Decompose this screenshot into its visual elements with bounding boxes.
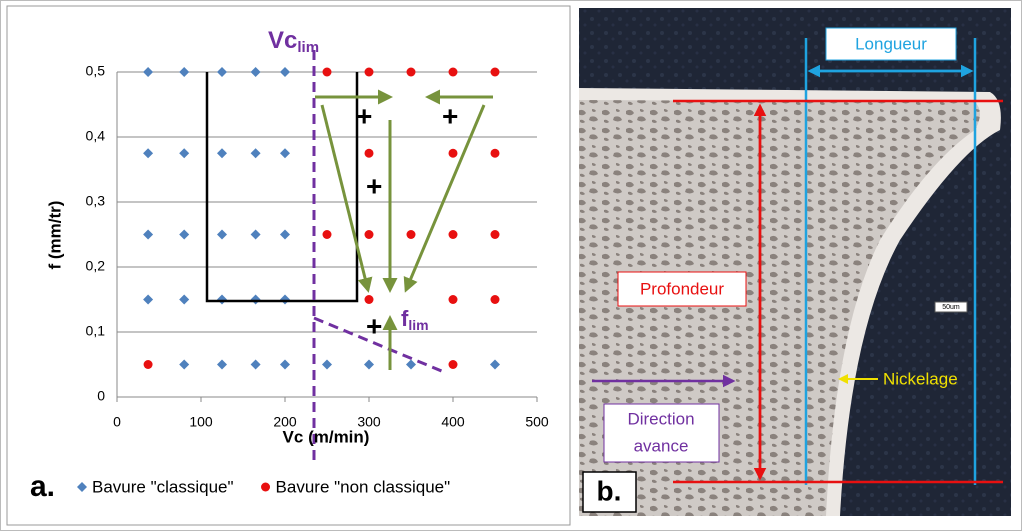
f-lim-main: f xyxy=(401,306,409,331)
circle-point xyxy=(322,67,332,77)
nickelage-label: Nickelage xyxy=(883,369,958,388)
diamond-point xyxy=(143,67,154,77)
circle-point xyxy=(490,148,500,158)
legend-label: Bavure "non classique" xyxy=(276,477,451,496)
circle-point xyxy=(406,230,416,239)
diamond-point xyxy=(179,229,190,240)
circle-point xyxy=(406,67,416,77)
diamond-point xyxy=(250,148,261,159)
panel-a-label: a. xyxy=(30,470,55,503)
vc-lim-main: Vc xyxy=(268,27,297,54)
circle-point xyxy=(490,67,500,77)
vc-lim-label: Vclim xyxy=(268,27,319,56)
y-tick-label: 0,3 xyxy=(86,193,106,209)
circle-point xyxy=(322,230,332,239)
panel-b xyxy=(579,8,1011,516)
profondeur-label: Profondeur xyxy=(640,279,724,298)
y-axis-label: f (mm/tr) xyxy=(45,201,64,270)
circle-point xyxy=(448,360,458,369)
diamond-point xyxy=(490,359,500,370)
diamond-point xyxy=(364,359,374,370)
domain-box xyxy=(205,72,359,303)
panel-a xyxy=(6,5,571,526)
diamond-point xyxy=(179,359,190,370)
direction-label-2: avance xyxy=(634,436,689,455)
svg-text:+: + xyxy=(356,100,372,131)
diamond-point xyxy=(217,229,227,240)
svg-text:+: + xyxy=(442,100,458,131)
x-axis-label: Vc (m/min) xyxy=(283,427,370,446)
circle-point xyxy=(448,67,458,77)
circle-point xyxy=(448,295,458,304)
diamond-point xyxy=(179,67,190,77)
x-tick-label: 300 xyxy=(357,414,381,430)
diamond-point xyxy=(280,359,290,370)
diamond-point xyxy=(280,148,290,159)
circle-point xyxy=(143,360,153,369)
circle-point xyxy=(364,230,374,239)
x-tick-label: 400 xyxy=(441,414,465,430)
diamond-point xyxy=(217,148,227,159)
y-tick-label: 0,1 xyxy=(86,323,106,339)
diamond-point xyxy=(250,359,261,370)
circle-point xyxy=(448,230,458,239)
diamond-point xyxy=(179,294,190,305)
circle-point xyxy=(364,67,374,77)
direction-label-1: Direction xyxy=(627,409,694,428)
x-tick-label: 500 xyxy=(525,414,549,430)
diamond-point xyxy=(143,229,154,240)
y-tick-label: 0 xyxy=(97,388,105,404)
x-tick-label: 100 xyxy=(189,414,213,430)
diamond-point xyxy=(217,359,227,370)
circle-point xyxy=(490,230,500,239)
diamond-point xyxy=(143,148,154,159)
legend-marker xyxy=(77,482,87,492)
y-tick-label: 0,2 xyxy=(86,258,106,274)
f-lim-line xyxy=(313,316,445,374)
circle-point xyxy=(364,148,374,158)
scale-bar-label: 50um xyxy=(942,304,960,311)
legend-marker xyxy=(261,482,271,492)
panel-b-label: b. xyxy=(597,475,622,506)
legend-label: Bavure "classique" xyxy=(92,477,234,496)
y-tick-label: 0,4 xyxy=(86,128,106,144)
diamond-point xyxy=(143,294,154,305)
f-lim-sub: lim xyxy=(408,317,428,333)
diamond-point xyxy=(406,359,416,370)
svg-text:+: + xyxy=(366,310,382,341)
diamond-point xyxy=(250,67,261,77)
f-lim-label: flim xyxy=(401,306,429,333)
circle-point xyxy=(448,148,458,158)
diamond-point xyxy=(250,229,261,240)
svg-text:+: + xyxy=(366,170,382,201)
circle-point xyxy=(364,295,374,304)
diamond-point xyxy=(322,359,332,370)
x-tick-label: 0 xyxy=(113,414,121,430)
longueur-label: Longueur xyxy=(855,34,927,53)
circle-point xyxy=(490,295,500,304)
diamond-point xyxy=(280,67,290,77)
x-tick-label: 200 xyxy=(273,414,297,430)
diamond-point xyxy=(217,67,227,77)
vc-lim-sub: lim xyxy=(297,39,319,56)
y-tick-label: 0,5 xyxy=(86,63,106,79)
diamond-point xyxy=(179,148,190,159)
annotations: + + + + xyxy=(205,50,493,460)
diamond-point xyxy=(280,229,290,240)
